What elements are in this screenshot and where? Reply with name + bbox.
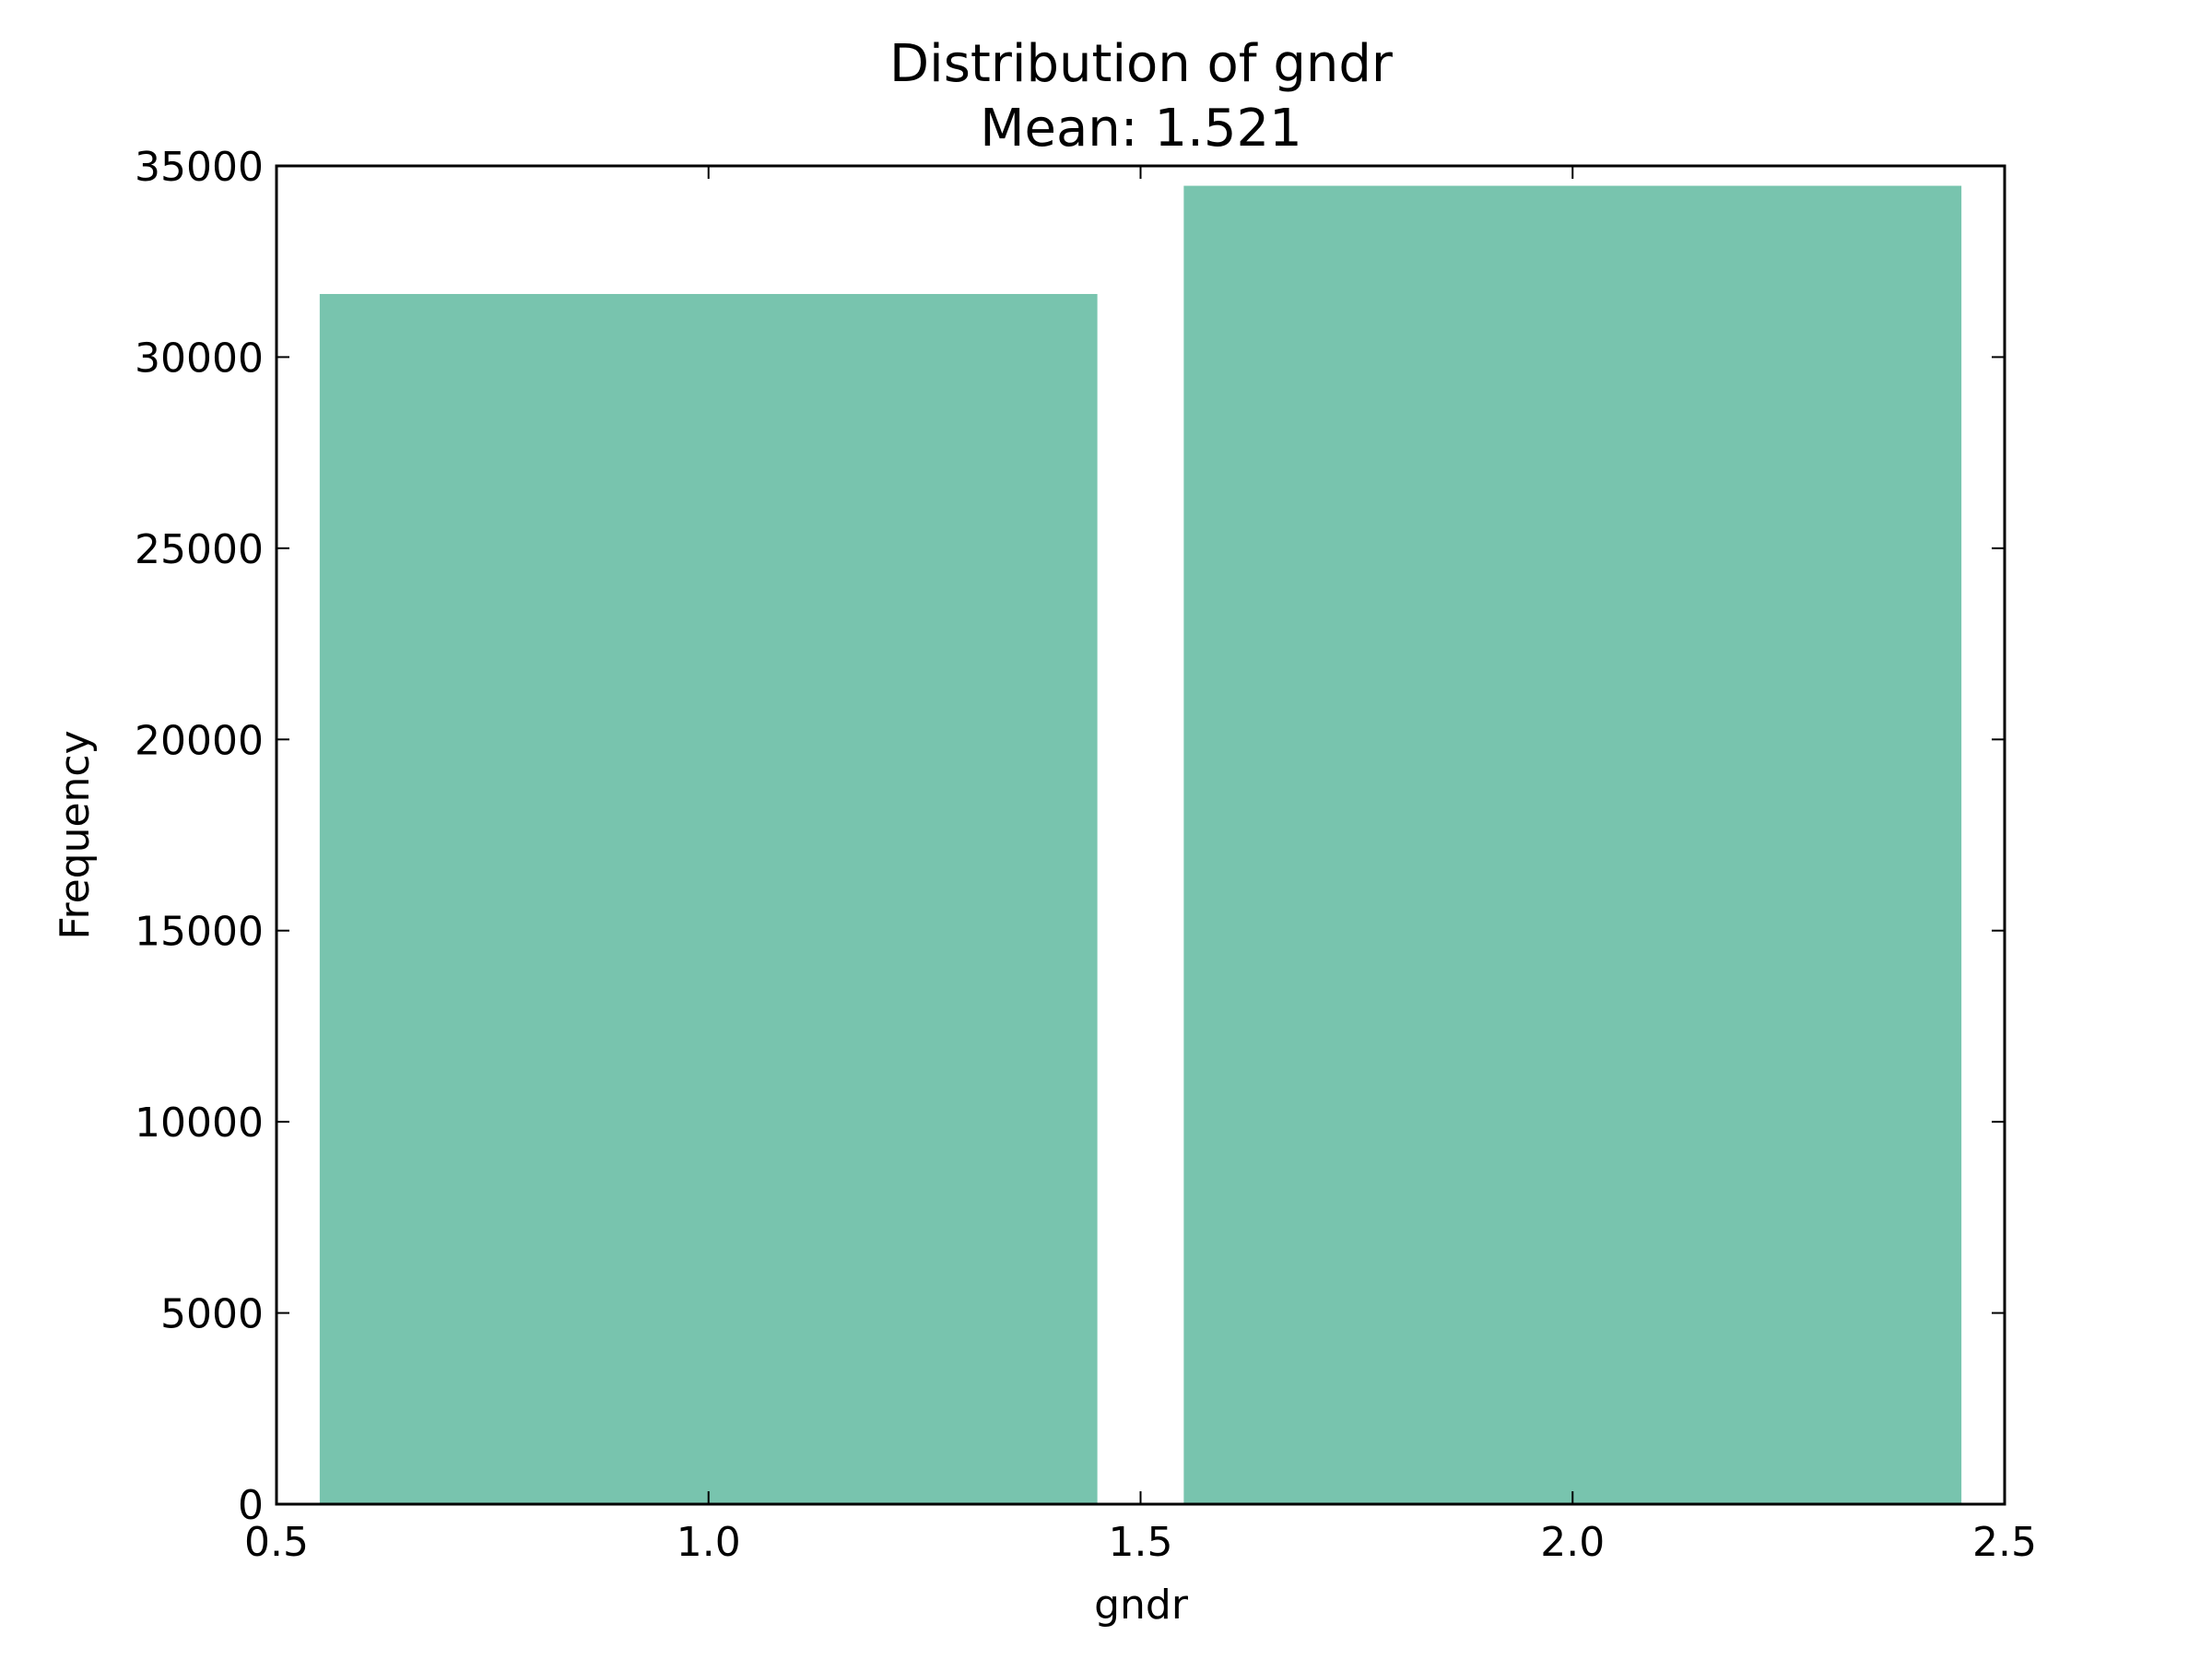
y-tick-label: 20000 — [135, 717, 264, 764]
chart-title: Distribution of gndr — [889, 34, 1394, 94]
bar-1 — [319, 293, 1098, 1504]
x-tick-label: 1.5 — [1109, 1519, 1173, 1566]
x-tick-label: 2.0 — [1540, 1519, 1605, 1566]
bar-2 — [1183, 185, 1962, 1505]
y-tick-label: 0 — [238, 1482, 264, 1529]
y-tick-label: 10000 — [135, 1100, 264, 1147]
chart-subtitle: Mean: 1.521 — [980, 99, 1302, 159]
x-axis-label: gndr — [1094, 1582, 1189, 1629]
x-tick-label: 1.0 — [677, 1519, 741, 1566]
bars-layer — [319, 185, 1962, 1505]
ticks-layer: 0.5 1.0 1.5 2.0 2.5 0 5000 10000 15000 20000 25000… — [135, 144, 2037, 1566]
x-tick-label: 0.5 — [244, 1519, 309, 1566]
y-axis-label: Frequency — [52, 730, 99, 939]
y-tick-label: 30000 — [135, 335, 264, 382]
y-tick-label: 15000 — [135, 909, 264, 956]
x-tick-label: 2.5 — [1972, 1519, 2037, 1566]
y-tick-label: 5000 — [160, 1291, 264, 1338]
y-tick-label: 35000 — [135, 144, 264, 191]
y-tick-label: 25000 — [135, 526, 264, 573]
